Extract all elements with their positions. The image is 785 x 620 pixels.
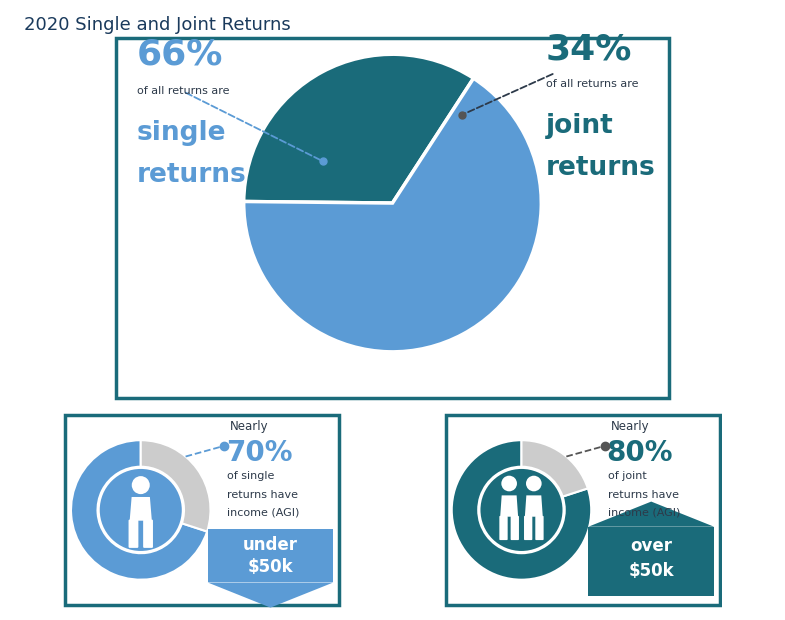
Text: returns: returns <box>546 155 655 181</box>
Wedge shape <box>243 55 473 203</box>
FancyBboxPatch shape <box>143 520 153 548</box>
Circle shape <box>132 476 150 494</box>
Text: Nearly: Nearly <box>611 420 649 433</box>
Text: returns have: returns have <box>227 490 298 500</box>
Text: returns have: returns have <box>608 490 679 500</box>
Text: 70%: 70% <box>226 439 292 467</box>
FancyBboxPatch shape <box>65 415 339 605</box>
Text: 2020 Single and Joint Returns: 2020 Single and Joint Returns <box>24 16 290 33</box>
Polygon shape <box>500 495 518 516</box>
FancyBboxPatch shape <box>589 527 714 596</box>
FancyBboxPatch shape <box>524 516 532 540</box>
Circle shape <box>526 476 542 491</box>
Text: single: single <box>137 120 226 146</box>
FancyBboxPatch shape <box>208 529 334 583</box>
Text: returns: returns <box>137 162 246 188</box>
FancyBboxPatch shape <box>446 415 720 605</box>
FancyBboxPatch shape <box>535 516 544 540</box>
Wedge shape <box>71 440 207 580</box>
Text: 80%: 80% <box>607 439 673 467</box>
Text: over: over <box>630 537 672 556</box>
Polygon shape <box>589 502 714 527</box>
Circle shape <box>480 469 563 551</box>
Circle shape <box>502 476 517 491</box>
Text: of all returns are: of all returns are <box>137 86 229 97</box>
Text: income (AGI): income (AGI) <box>608 508 681 518</box>
Text: 34%: 34% <box>546 33 633 66</box>
FancyBboxPatch shape <box>510 516 519 540</box>
Text: $50k: $50k <box>248 558 294 576</box>
FancyBboxPatch shape <box>129 520 138 548</box>
Wedge shape <box>141 440 210 531</box>
Text: income (AGI): income (AGI) <box>227 508 300 518</box>
FancyBboxPatch shape <box>499 516 508 540</box>
Polygon shape <box>130 497 152 521</box>
Wedge shape <box>451 440 591 580</box>
Polygon shape <box>525 495 542 516</box>
Text: of all returns are: of all returns are <box>546 79 638 89</box>
Text: of single: of single <box>227 471 275 482</box>
Circle shape <box>100 469 182 551</box>
Text: under: under <box>243 536 298 554</box>
Text: $50k: $50k <box>629 562 674 580</box>
FancyBboxPatch shape <box>116 38 669 399</box>
Wedge shape <box>521 440 588 497</box>
Text: Nearly: Nearly <box>230 420 268 433</box>
Wedge shape <box>243 78 542 352</box>
Text: joint: joint <box>546 113 614 140</box>
Text: of joint: of joint <box>608 471 647 482</box>
Text: 66%: 66% <box>137 37 223 71</box>
Polygon shape <box>208 583 334 608</box>
